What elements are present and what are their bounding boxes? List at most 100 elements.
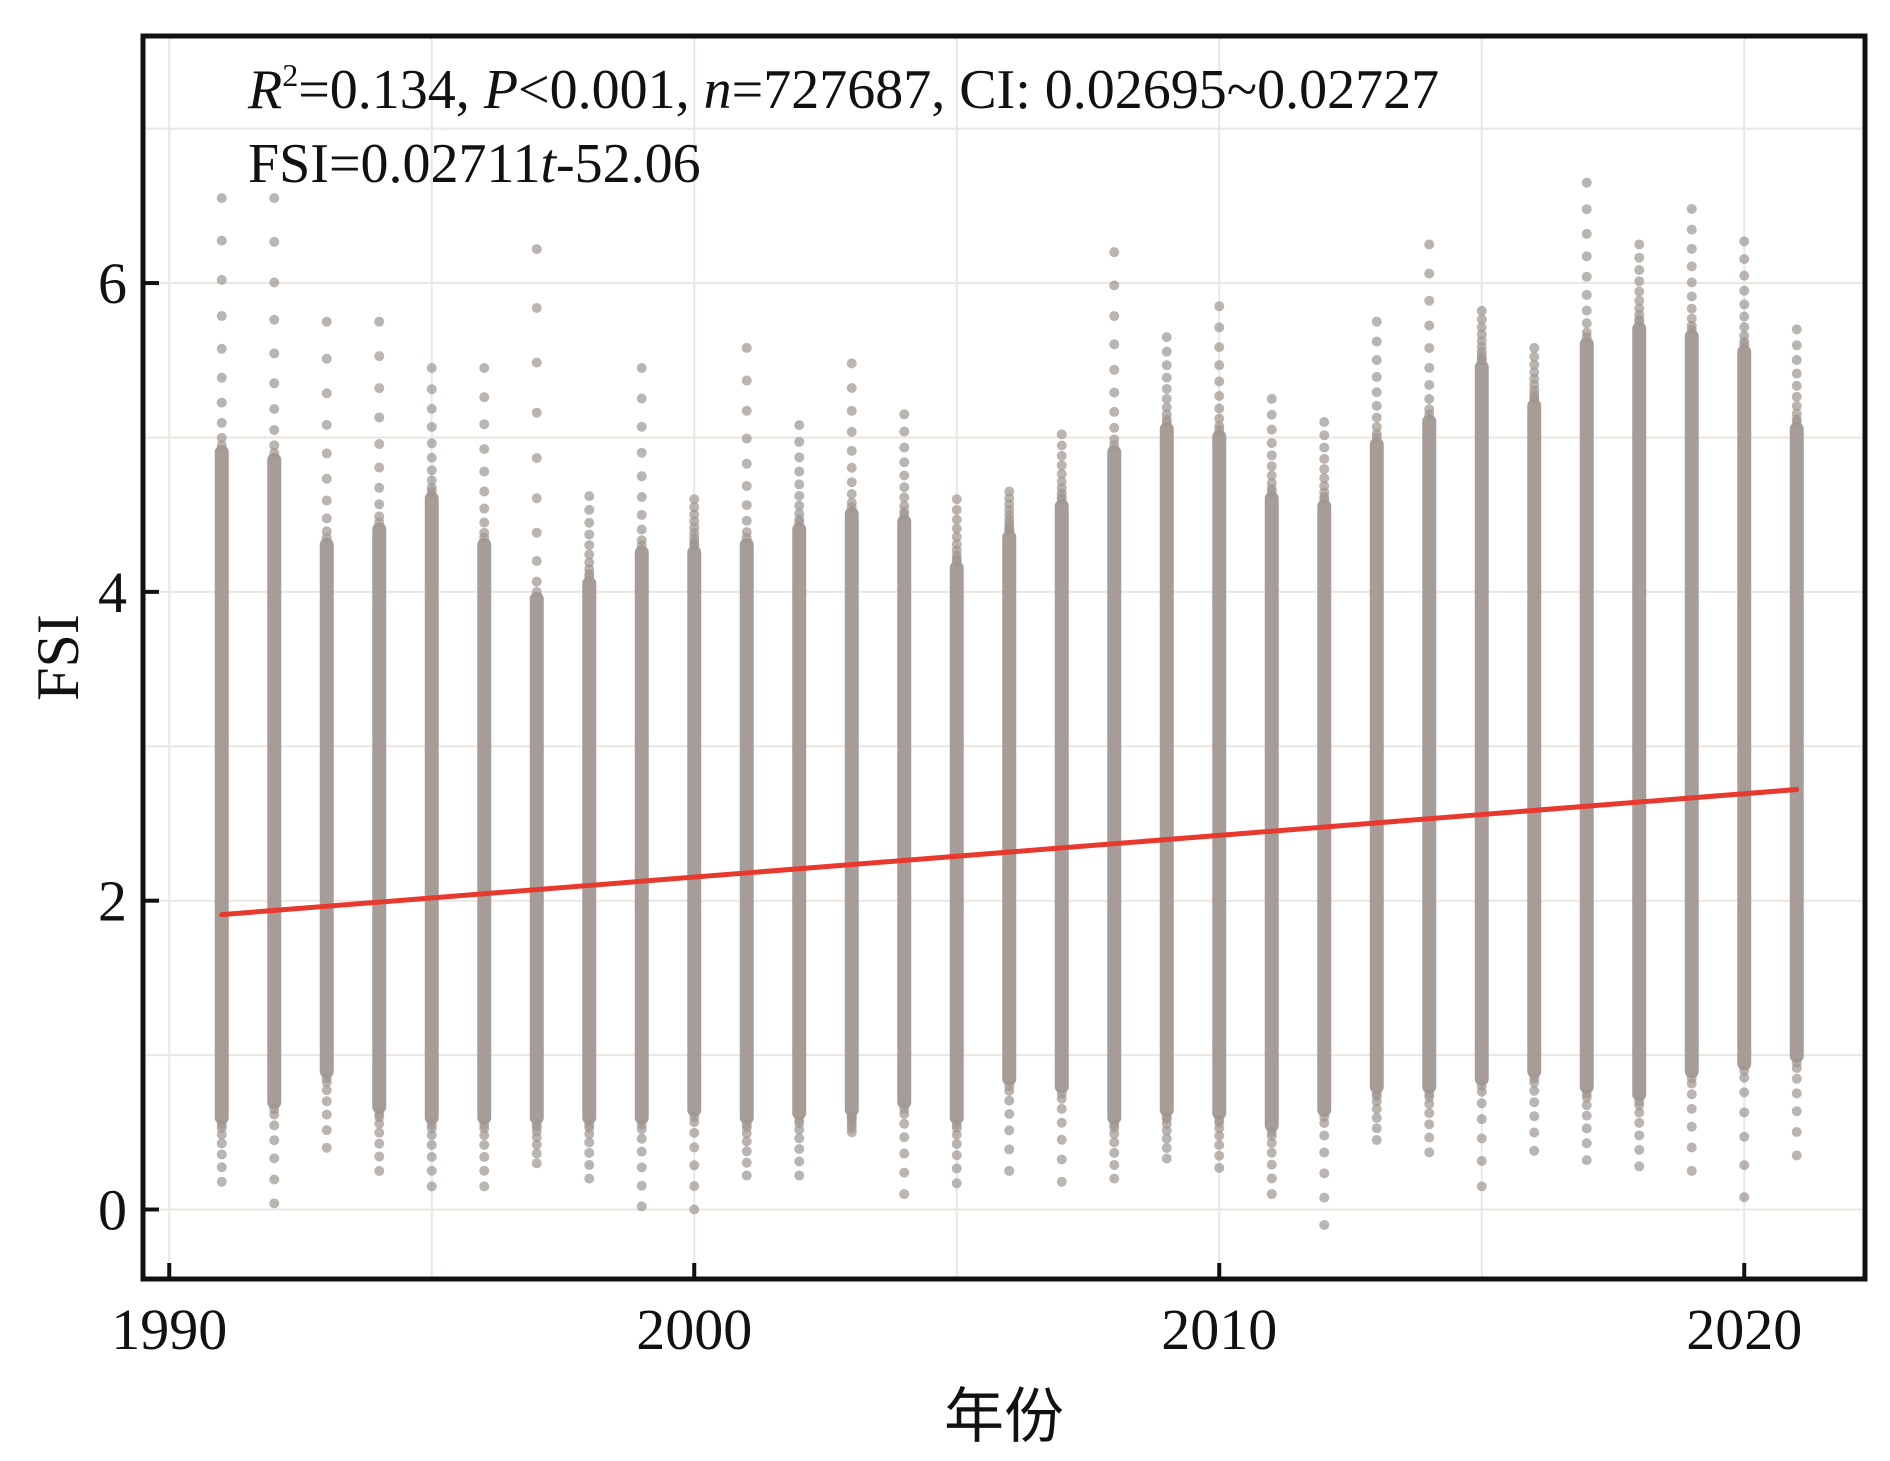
scatter-point <box>1266 1173 1277 1184</box>
dense-point-band <box>634 545 649 1125</box>
scatter-point <box>1214 390 1225 401</box>
scatter-point <box>1686 224 1697 235</box>
year-point-column <box>1474 305 1489 1192</box>
scatter-point <box>1686 320 1697 331</box>
scatter-point <box>1686 203 1697 214</box>
scatter-point <box>1739 236 1750 247</box>
scatter-point <box>1319 464 1330 475</box>
scatter-point <box>1056 476 1067 487</box>
scatter-point <box>1109 364 1120 375</box>
y-tick-label: 4 <box>98 560 127 625</box>
scatter-point <box>269 1109 280 1120</box>
regression-stats: R2=0.134, P<0.001, n=727687, CI: 0.02695… <box>247 57 1439 121</box>
equation-prefix: FSI=0.02711 <box>248 133 540 195</box>
x-tick-label: 2000 <box>636 1297 752 1362</box>
scatter-point <box>951 523 962 534</box>
scatter-point <box>479 1139 490 1150</box>
scatter-point <box>269 1198 280 1209</box>
scatter-point <box>1529 359 1540 370</box>
scatter-point <box>321 1142 332 1153</box>
scatter-point <box>1109 1173 1120 1184</box>
scatter-point <box>689 509 700 520</box>
scatter-point <box>584 517 595 528</box>
scatter-point <box>636 1201 647 1212</box>
scatter-point <box>1739 299 1750 310</box>
n-value-and-ci: =727687, CI: 0.02695~0.02727 <box>732 59 1439 121</box>
scatter-point <box>1109 311 1120 322</box>
scatter-point <box>846 405 857 416</box>
scatter-point <box>1791 401 1802 412</box>
scatter-point <box>1791 1106 1802 1117</box>
year-point-column <box>1789 324 1804 1161</box>
dense-point-band <box>1369 437 1384 1094</box>
year-point-column <box>1527 342 1542 1156</box>
scatter-point <box>1581 271 1592 282</box>
scatter-point <box>1424 1132 1435 1143</box>
scatter-point <box>1739 1160 1750 1171</box>
scatter-point <box>741 405 752 416</box>
dense-point-band <box>739 537 754 1125</box>
scatter-point <box>269 1120 280 1131</box>
scatter-point <box>321 448 332 459</box>
scatter-point <box>1319 1219 1330 1230</box>
scatter-point <box>1004 1165 1015 1176</box>
dense-point-band <box>1737 344 1752 1071</box>
year-point-column <box>687 494 702 1215</box>
scatter-point <box>899 500 910 511</box>
scatter-point <box>1056 1134 1067 1145</box>
y-tick-label: 6 <box>98 251 127 316</box>
scatter-point <box>951 1150 962 1161</box>
scatter-point <box>689 1160 700 1171</box>
dense-point-band <box>1317 499 1332 1117</box>
scatter-point <box>426 482 437 493</box>
scatter-point <box>1004 486 1015 497</box>
scatter-point <box>1161 409 1172 420</box>
scatter-point <box>1371 1123 1382 1134</box>
dense-point-band <box>214 445 229 1125</box>
scatter-point <box>636 471 647 482</box>
scatter-point <box>689 1204 700 1215</box>
x-axis-title: 年份 <box>944 1384 1064 1450</box>
scatter-point <box>374 1138 385 1149</box>
scatter-point <box>1476 322 1487 333</box>
scatter-point <box>741 1136 752 1147</box>
scatter-point <box>216 372 227 383</box>
year-point-column <box>1369 316 1384 1146</box>
dense-point-band <box>424 491 439 1125</box>
scatter-point <box>1476 1155 1487 1166</box>
p-value: <0.001, <box>518 59 704 121</box>
scatter-point <box>479 419 490 430</box>
scatter-point <box>1424 239 1435 250</box>
scatter-point <box>636 447 647 458</box>
scatter-point <box>1529 1097 1540 1108</box>
r-value: =0.134, <box>298 59 484 121</box>
scatter-point <box>269 193 280 204</box>
scatter-point <box>269 424 280 435</box>
scatter-point <box>1739 254 1750 265</box>
scatter-point <box>531 527 542 538</box>
scatter-point <box>899 482 910 493</box>
n-label: n <box>704 59 732 121</box>
scatter-point <box>479 1123 490 1134</box>
scatter-point <box>1476 329 1487 340</box>
scatter-point <box>321 513 332 524</box>
scatter-point <box>1161 1153 1172 1164</box>
year-point-column <box>424 362 439 1192</box>
scatter-point <box>1214 1150 1225 1161</box>
p-label: P <box>483 59 518 121</box>
scatter-point <box>1739 285 1750 296</box>
scatter-point <box>1161 393 1172 404</box>
y-axis-title: FSI <box>25 614 91 701</box>
scatter-point <box>794 1133 805 1144</box>
scatter-point <box>951 1138 962 1149</box>
scatter-point <box>951 504 962 515</box>
scatter-point <box>689 1117 700 1128</box>
scatter-point <box>1529 1085 1540 1096</box>
scatter-point <box>1634 286 1645 297</box>
scatter-point <box>846 497 857 508</box>
scatter-point <box>1424 295 1435 306</box>
scatter-point <box>1634 276 1645 287</box>
scatter-point <box>846 477 857 488</box>
scatter-point <box>374 482 385 493</box>
